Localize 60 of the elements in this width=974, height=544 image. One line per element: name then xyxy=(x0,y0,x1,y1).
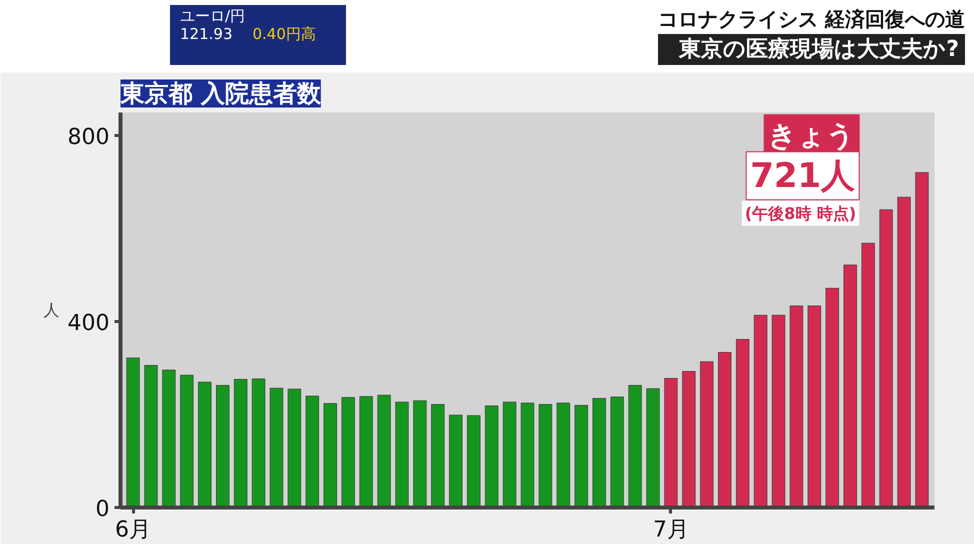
bar xyxy=(216,385,230,508)
bar xyxy=(592,398,606,508)
bar xyxy=(324,403,337,508)
bar xyxy=(288,388,302,508)
bar xyxy=(736,339,750,508)
bar xyxy=(861,242,875,508)
bar xyxy=(252,378,266,508)
bar xyxy=(162,370,176,508)
text: コロナクライシス 経済回復への道 xyxy=(658,6,965,33)
bar xyxy=(306,396,320,508)
chart-title: 東京都 入院患者数 xyxy=(120,80,322,108)
bar xyxy=(395,402,409,508)
y-tick-label: 800 xyxy=(68,125,110,150)
x-tick-label: 7月 xyxy=(652,518,689,542)
chart-subtitle: 東京の医療現場は大丈夫か? xyxy=(658,34,965,65)
text: 121.93 xyxy=(180,25,232,43)
bar xyxy=(754,314,768,508)
bar xyxy=(682,371,696,508)
bar xyxy=(844,264,857,508)
bar xyxy=(520,402,534,508)
bar xyxy=(538,404,552,508)
bar xyxy=(342,397,355,508)
bar xyxy=(610,396,624,508)
bar xyxy=(144,365,158,508)
bar xyxy=(377,394,391,508)
bar xyxy=(270,388,284,508)
bar xyxy=(126,358,140,508)
bar xyxy=(646,388,660,508)
bar xyxy=(502,402,516,508)
bar xyxy=(718,352,732,508)
bar xyxy=(772,314,786,508)
bar xyxy=(826,288,840,508)
bar xyxy=(449,414,462,508)
text: 0.40円高 xyxy=(252,25,316,43)
bar xyxy=(484,405,498,508)
y-tick-label: 400 xyxy=(68,311,110,336)
y-axis-title: 人 xyxy=(44,300,60,320)
bar xyxy=(431,404,445,508)
bar xyxy=(413,400,427,508)
y-tick-label: 0 xyxy=(96,497,110,522)
bar xyxy=(628,385,642,508)
bar xyxy=(879,209,893,508)
bar xyxy=(234,378,248,508)
bar xyxy=(700,361,714,508)
bar xyxy=(198,382,212,508)
annotation: きょう xyxy=(768,118,856,152)
bar xyxy=(359,396,373,508)
bar xyxy=(915,172,929,508)
text: ユーロ/円 xyxy=(180,7,246,25)
bar xyxy=(574,405,588,508)
bar xyxy=(790,306,804,508)
bar xyxy=(556,402,570,508)
bar xyxy=(180,374,194,508)
bar xyxy=(897,196,911,508)
annotation: 721人 xyxy=(750,156,856,196)
annotation: (午後8時 時点) xyxy=(744,204,856,223)
bar xyxy=(664,378,678,508)
x-tick-label: 6月 xyxy=(115,518,152,542)
bar xyxy=(808,306,822,508)
bar xyxy=(467,415,480,508)
